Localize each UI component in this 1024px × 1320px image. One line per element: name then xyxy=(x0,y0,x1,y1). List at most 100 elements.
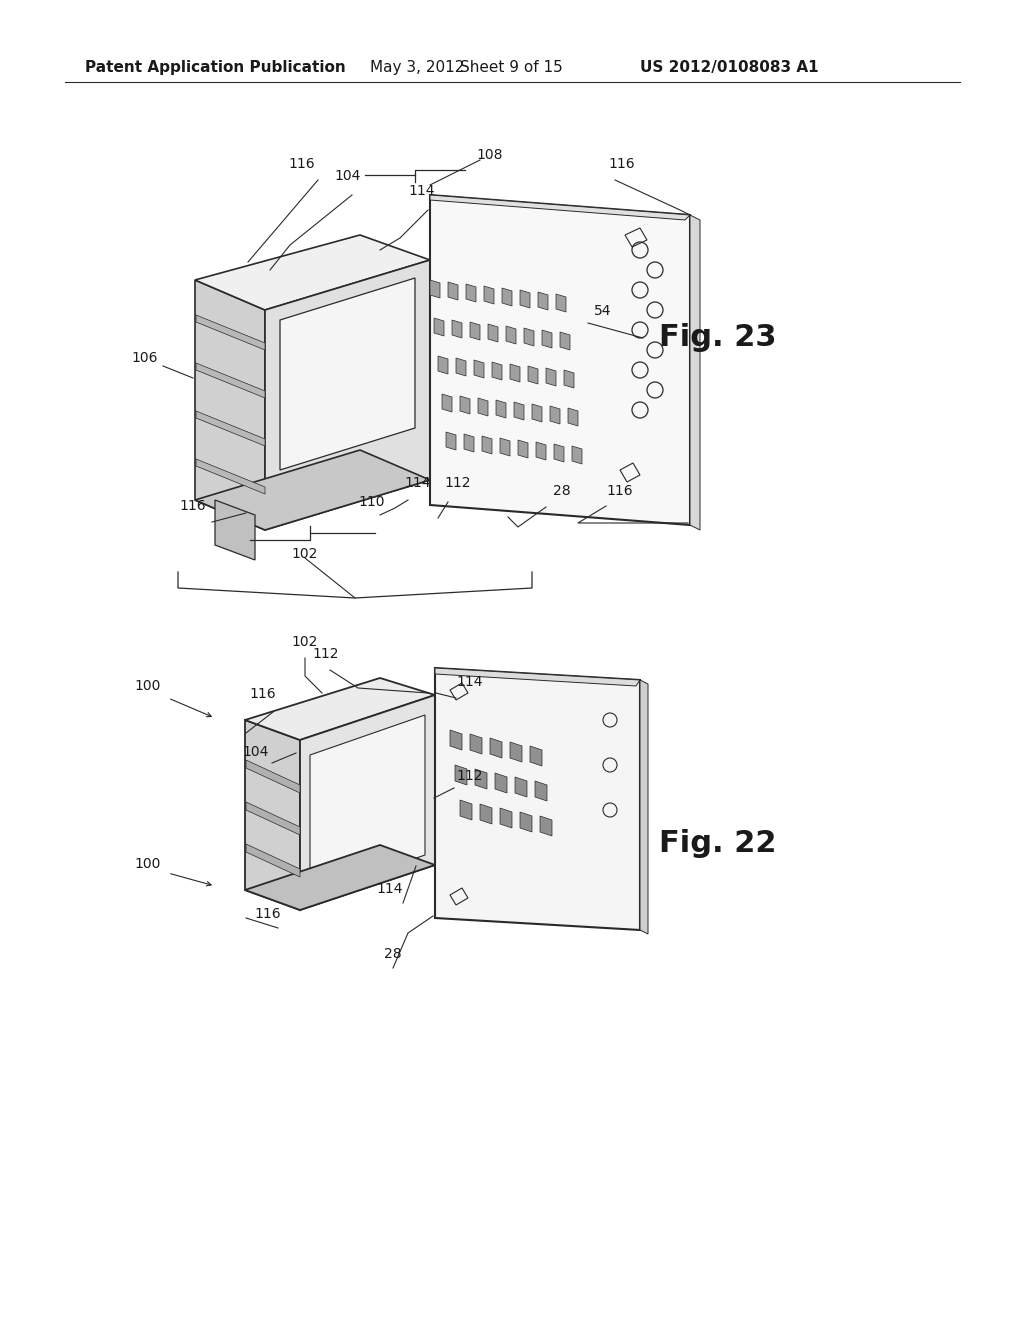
Polygon shape xyxy=(690,215,700,531)
Polygon shape xyxy=(246,760,300,793)
Text: 28: 28 xyxy=(553,484,570,498)
Polygon shape xyxy=(532,404,542,422)
Text: Fig. 23: Fig. 23 xyxy=(659,323,777,352)
Polygon shape xyxy=(435,668,640,931)
Polygon shape xyxy=(452,319,462,338)
Text: 116: 116 xyxy=(606,484,633,498)
Polygon shape xyxy=(546,368,556,385)
Text: 100: 100 xyxy=(135,857,161,871)
Polygon shape xyxy=(195,280,265,531)
Polygon shape xyxy=(510,364,520,381)
Polygon shape xyxy=(518,440,528,458)
Polygon shape xyxy=(488,323,498,342)
Text: 116: 116 xyxy=(179,499,206,513)
Polygon shape xyxy=(196,363,265,399)
Polygon shape xyxy=(530,746,542,766)
Polygon shape xyxy=(500,808,512,828)
Polygon shape xyxy=(196,459,265,494)
Polygon shape xyxy=(492,362,502,380)
Polygon shape xyxy=(535,781,547,801)
Polygon shape xyxy=(470,734,482,754)
Polygon shape xyxy=(474,360,484,378)
Text: 106: 106 xyxy=(132,351,159,366)
Polygon shape xyxy=(300,696,435,909)
Text: 116: 116 xyxy=(608,157,635,172)
Text: 28: 28 xyxy=(384,946,401,961)
Text: 114: 114 xyxy=(377,882,403,896)
Polygon shape xyxy=(556,294,566,312)
Polygon shape xyxy=(450,730,462,750)
Text: 116: 116 xyxy=(250,686,276,701)
Text: 102: 102 xyxy=(292,546,318,561)
Polygon shape xyxy=(540,816,552,836)
Polygon shape xyxy=(280,279,415,470)
Text: Fig. 22: Fig. 22 xyxy=(659,829,777,858)
Polygon shape xyxy=(480,804,492,824)
Polygon shape xyxy=(430,280,440,298)
Polygon shape xyxy=(506,326,516,345)
Polygon shape xyxy=(460,800,472,820)
Polygon shape xyxy=(542,330,552,348)
Polygon shape xyxy=(515,777,527,797)
Polygon shape xyxy=(430,195,690,525)
Polygon shape xyxy=(478,399,488,416)
Text: 112: 112 xyxy=(457,770,483,783)
Text: 100: 100 xyxy=(135,678,161,693)
Text: 114: 114 xyxy=(404,477,431,490)
Polygon shape xyxy=(490,738,502,758)
Polygon shape xyxy=(310,715,425,895)
Polygon shape xyxy=(536,442,546,459)
Polygon shape xyxy=(502,288,512,306)
Polygon shape xyxy=(510,742,522,762)
Polygon shape xyxy=(246,803,300,836)
Text: 116: 116 xyxy=(289,157,315,172)
Polygon shape xyxy=(245,719,300,909)
Polygon shape xyxy=(524,327,534,346)
Text: 110: 110 xyxy=(358,495,385,510)
Polygon shape xyxy=(265,260,430,531)
Text: 104: 104 xyxy=(243,744,269,759)
Text: US 2012/0108083 A1: US 2012/0108083 A1 xyxy=(640,59,818,75)
Polygon shape xyxy=(442,393,452,412)
Polygon shape xyxy=(484,286,494,304)
Text: 112: 112 xyxy=(312,647,339,661)
Text: 112: 112 xyxy=(444,477,471,490)
Polygon shape xyxy=(470,322,480,341)
Polygon shape xyxy=(568,408,578,426)
Text: Sheet 9 of 15: Sheet 9 of 15 xyxy=(460,59,563,75)
Polygon shape xyxy=(456,358,466,376)
Polygon shape xyxy=(195,450,430,531)
Text: 108: 108 xyxy=(477,148,503,162)
Text: Patent Application Publication: Patent Application Publication xyxy=(85,59,346,75)
Polygon shape xyxy=(215,500,255,560)
Polygon shape xyxy=(538,292,548,310)
Polygon shape xyxy=(550,407,560,424)
Polygon shape xyxy=(514,403,524,420)
Polygon shape xyxy=(495,774,507,793)
Polygon shape xyxy=(196,411,265,446)
Polygon shape xyxy=(564,370,574,388)
Polygon shape xyxy=(640,680,648,935)
Polygon shape xyxy=(245,678,435,741)
Polygon shape xyxy=(466,284,476,302)
Polygon shape xyxy=(455,766,467,785)
Text: 104: 104 xyxy=(335,169,361,183)
Polygon shape xyxy=(446,432,456,450)
Text: 102: 102 xyxy=(292,635,318,649)
Text: 54: 54 xyxy=(594,304,611,318)
Polygon shape xyxy=(246,843,300,876)
Polygon shape xyxy=(434,318,444,337)
Polygon shape xyxy=(520,812,532,832)
Polygon shape xyxy=(500,438,510,455)
Polygon shape xyxy=(460,396,470,414)
Polygon shape xyxy=(528,366,538,384)
Polygon shape xyxy=(496,400,506,418)
Polygon shape xyxy=(572,446,582,465)
Polygon shape xyxy=(554,444,564,462)
Polygon shape xyxy=(464,434,474,451)
Polygon shape xyxy=(475,770,487,789)
Polygon shape xyxy=(245,845,435,909)
Polygon shape xyxy=(195,235,430,310)
Polygon shape xyxy=(430,195,690,220)
Polygon shape xyxy=(449,282,458,300)
